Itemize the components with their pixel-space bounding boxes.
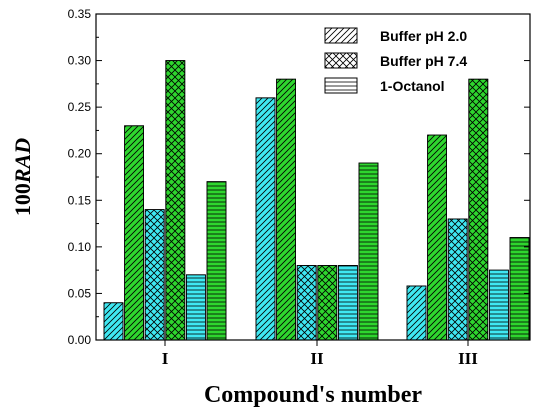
bar-pattern	[206, 181, 227, 341]
bar-pattern	[468, 78, 489, 341]
y-ticks: 0.00 0.05 0.10 0.15 0.20 0.25 0.30 0.35	[68, 7, 530, 347]
bar-pattern	[488, 269, 509, 341]
bar-pattern	[317, 265, 338, 341]
x-tick-label: I	[162, 349, 169, 368]
legend-swatch-octanol	[324, 77, 358, 94]
bars-group	[103, 60, 530, 341]
bar-pattern	[427, 134, 448, 341]
bar-pattern	[276, 78, 297, 341]
bar-pattern	[255, 97, 276, 341]
y-tick-label: 0.10	[68, 240, 92, 254]
bar-pattern	[165, 60, 186, 341]
bar-pattern	[144, 209, 165, 341]
bar-pattern	[358, 162, 379, 341]
legend: Buffer pH 2.0 Buffer pH 7.4 1-Octanol	[324, 27, 467, 94]
bar-pattern	[124, 125, 144, 341]
x-ticks: I II III	[162, 340, 478, 368]
y-tick-label: 0.20	[68, 147, 92, 161]
legend-label-buffer-ph-7: Buffer pH 7.4	[380, 53, 467, 69]
legend-swatch-buffer-ph-2	[324, 27, 358, 44]
bar-pattern	[296, 265, 317, 341]
bar-pattern	[509, 237, 530, 341]
x-axis-title: Compound's number	[204, 382, 422, 408]
bar-pattern	[185, 274, 206, 341]
y-axis-title-prefix: 100	[10, 183, 35, 216]
bar-pattern	[103, 302, 124, 341]
y-tick-label: 0.30	[68, 54, 92, 68]
legend-label-octanol: 1-Octanol	[380, 78, 445, 94]
y-tick-label: 0.05	[68, 286, 92, 300]
legend-swatch-buffer-ph-7	[324, 52, 358, 69]
x-tick-label: II	[310, 349, 324, 368]
y-tick-label: 0.25	[68, 100, 92, 114]
y-tick-label: 0.00	[68, 333, 92, 347]
bar-pattern	[337, 265, 358, 341]
y-axis-title: 100RAD	[10, 138, 35, 216]
bar-pattern	[447, 218, 468, 341]
x-tick-label: III	[458, 349, 478, 368]
y-axis-title-italic: RAD	[10, 138, 35, 184]
y-tick-label: 0.15	[68, 193, 92, 207]
y-tick-label: 0.35	[68, 7, 92, 21]
bar-pattern	[406, 285, 427, 341]
legend-label-buffer-ph-2: Buffer pH 2.0	[380, 28, 467, 44]
